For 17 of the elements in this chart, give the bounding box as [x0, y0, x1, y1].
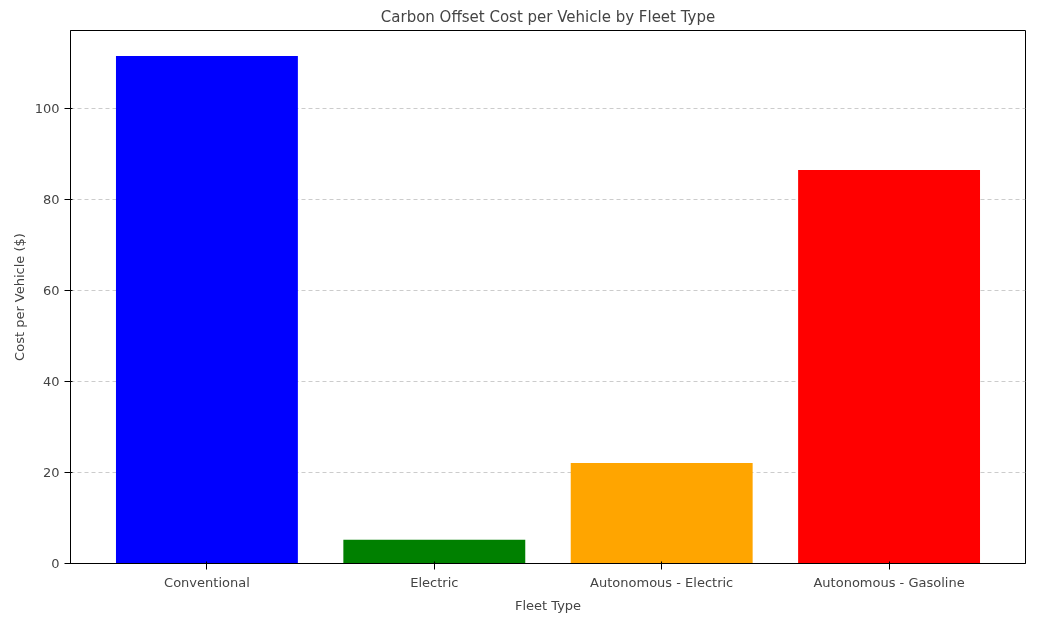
x-tick-label: Autonomous - Electric [590, 574, 734, 590]
chart-title: Carbon Offset Cost per Vehicle by Fleet Type [380, 7, 716, 26]
bar [115, 55, 298, 564]
bar [570, 462, 753, 564]
bar [343, 539, 526, 564]
y-tick-label: 40 [42, 374, 60, 390]
x-tick-label: Conventional [164, 574, 250, 590]
y-tick-label: 80 [42, 192, 60, 208]
y-axis-title: Cost per Vehicle ($) [11, 233, 27, 361]
y-tick-label: 60 [42, 283, 60, 299]
x-tick-label: Autonomous - Gasoline [813, 574, 965, 590]
x-axis-title: Fleet Type [514, 597, 582, 613]
y-tick-label: 0 [51, 556, 60, 571]
y-tick-label: 20 [42, 465, 60, 481]
y-tick-label: 100 [34, 101, 60, 117]
bar [798, 170, 981, 564]
x-tick-label: Electric [410, 574, 459, 590]
